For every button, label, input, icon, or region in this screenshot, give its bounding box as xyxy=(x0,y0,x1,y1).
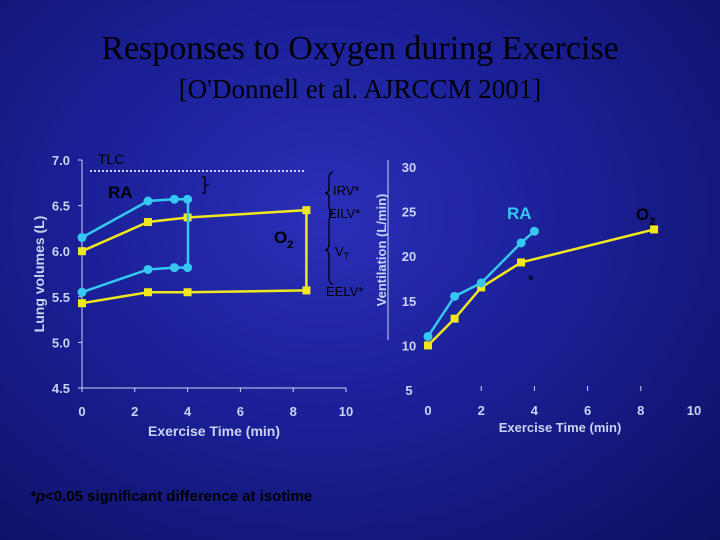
data-point xyxy=(424,341,432,350)
left-y-tick-label: 5.5 xyxy=(52,290,70,305)
series-line-o2-eilv xyxy=(81,208,307,253)
ra-legend-label: RA xyxy=(108,183,133,202)
left-y-tick-label: 4.5 xyxy=(52,381,70,396)
ra-bracket xyxy=(202,176,209,194)
data-point xyxy=(144,288,152,297)
vt-brace xyxy=(324,213,334,285)
left-x-tick-label: 8 xyxy=(290,404,297,419)
right-y-ticks: 5 10 15 20 25 30 xyxy=(402,160,416,398)
data-point xyxy=(78,247,86,256)
left-series-group xyxy=(77,194,311,308)
data-point xyxy=(143,264,153,274)
data-point xyxy=(77,287,87,297)
right-x-axis-label: Exercise Time (min) xyxy=(499,420,622,435)
data-point xyxy=(450,291,460,301)
right-x-tick-label: 4 xyxy=(531,403,539,418)
ra-series-label: RA xyxy=(507,204,532,223)
o2-legend-label: O2 xyxy=(274,228,293,251)
irv-label: IRV* xyxy=(333,183,360,198)
vt-label: VT xyxy=(335,244,350,261)
data-point xyxy=(476,278,486,288)
left-x-tick-label: 6 xyxy=(237,404,244,419)
footnote-text: <0.05 significant difference at isotime xyxy=(45,488,313,505)
data-point xyxy=(144,218,152,227)
right-y-axis-label: Ventilation (L/min) xyxy=(374,194,389,307)
series-line-ra-eilv xyxy=(81,197,188,239)
slide-title: Responses to Oxygen during Exercise xyxy=(101,30,619,67)
data-point xyxy=(78,299,86,308)
left-y-tick-label: 7.0 xyxy=(52,153,70,168)
right-x-tick-label: 6 xyxy=(584,403,591,418)
series-line-o2 xyxy=(427,228,655,347)
left-x-tick-label: 0 xyxy=(78,404,85,419)
data-point xyxy=(650,225,659,234)
left-y-tick-label: 6.5 xyxy=(52,199,70,214)
data-point xyxy=(302,206,311,215)
tlc-label: TLC xyxy=(98,151,124,167)
right-x-tick-label: 0 xyxy=(424,403,431,418)
left-x-tick-label: 10 xyxy=(339,404,353,419)
right-series-group xyxy=(423,225,659,350)
data-point xyxy=(516,238,526,248)
left-x-tick-label: 2 xyxy=(131,404,138,419)
left-x-tick-label: 4 xyxy=(184,404,192,419)
right-y-tick-label: 5 xyxy=(405,383,412,398)
right-y-tick-label: 20 xyxy=(402,249,416,264)
series-line-o2-eelv xyxy=(81,289,307,305)
right-y-tick-label: 10 xyxy=(402,338,416,353)
eelv-label: EELV* xyxy=(326,284,363,299)
left-x-axis-label: Exercise Time (min) xyxy=(148,423,280,439)
data-point xyxy=(302,286,311,295)
data-point xyxy=(169,194,179,204)
right-x-tick-label: 10 xyxy=(687,403,701,418)
left-x-ticks: 0 2 4 6 8 10 xyxy=(78,388,353,419)
data-point xyxy=(517,258,526,267)
eilv-label: EILV* xyxy=(328,206,360,221)
right-y-tick-label: 25 xyxy=(402,205,416,220)
left-y-ticks: 4.5 5.0 5.5 6.0 6.5 7.0 xyxy=(52,153,82,396)
data-point xyxy=(450,314,459,323)
data-point xyxy=(423,331,433,341)
significance-asterisk: * xyxy=(528,272,534,289)
right-y-tick-label: 15 xyxy=(402,294,416,309)
right-y-tick-label: 30 xyxy=(402,160,416,175)
left-y-tick-label: 6.0 xyxy=(52,244,70,259)
right-x-tick-label: 2 xyxy=(478,403,485,418)
data-point xyxy=(529,226,539,236)
data-point xyxy=(143,196,153,206)
lung-volumes-chart: 4.5 5.0 5.5 6.0 6.5 7.0 0 2 4 6 8 10 Exercise Time… xyxy=(31,151,363,439)
data-point xyxy=(77,233,87,243)
right-x-tick-label: 8 xyxy=(637,403,644,418)
data-point xyxy=(183,288,192,297)
irv-brace xyxy=(324,171,334,213)
left-y-tick-label: 5.0 xyxy=(52,335,70,350)
left-y-axis-label: Lung volumes (L) xyxy=(31,216,47,333)
slide-subtitle: [O'Donnell et al. AJRCCM 2001] xyxy=(178,74,542,104)
data-point xyxy=(169,263,179,273)
significance-footnote: *p<0.05 significant difference at isotim… xyxy=(30,488,313,505)
right-x-ticks: 0 2 4 6 8 10 xyxy=(424,386,701,418)
o2-series-label: O2 xyxy=(636,205,655,228)
series-line-ra-eelv xyxy=(81,266,188,294)
